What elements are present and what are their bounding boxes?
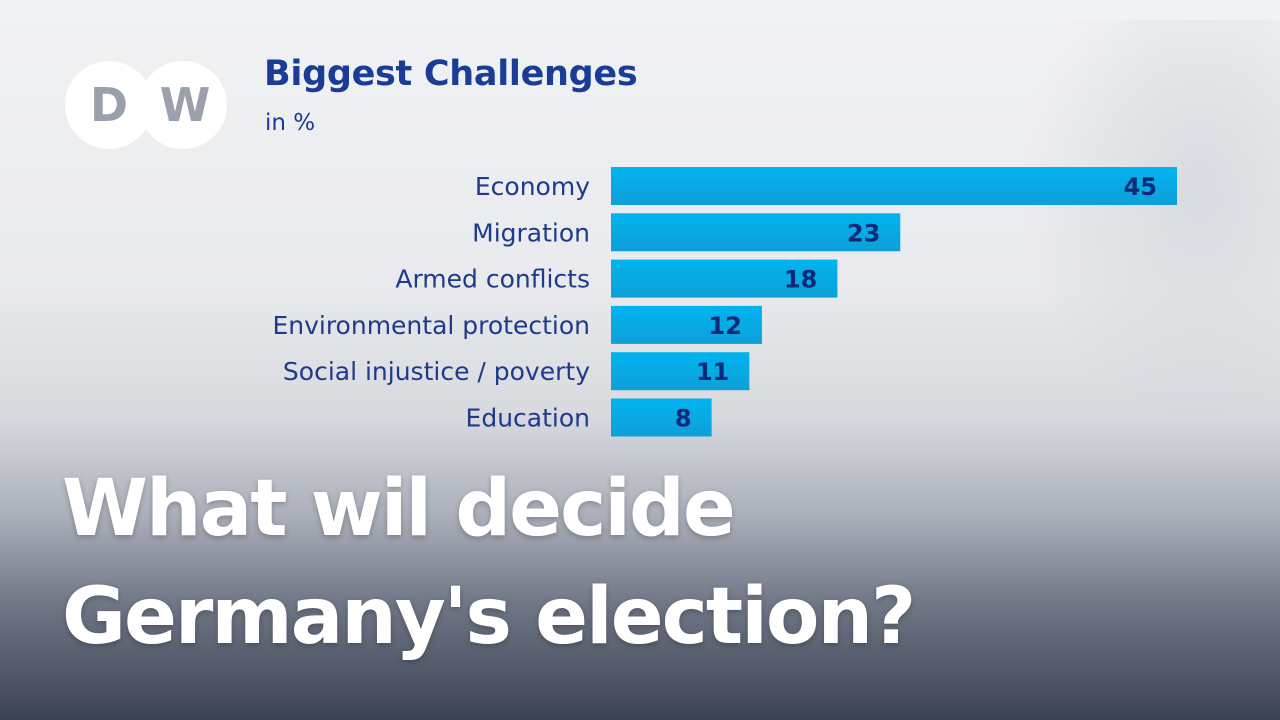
svg-text:W: W — [160, 78, 211, 132]
category-label: Environmental protection — [272, 311, 590, 340]
value-label: 18 — [784, 266, 817, 294]
background-map-texture — [1020, 20, 1280, 440]
value-label: 45 — [1124, 173, 1157, 201]
value-label: 11 — [696, 358, 729, 386]
bar — [611, 213, 901, 252]
chart-title: Biggest Challenges — [264, 54, 638, 94]
chart-subtitle: in % — [265, 110, 316, 136]
category-label: Economy — [475, 172, 590, 201]
bar — [611, 352, 750, 391]
bar — [611, 167, 1177, 205]
headline-line-2: Germany's election? — [62, 572, 916, 662]
value-label: 23 — [847, 219, 880, 247]
svg-text:D: D — [90, 78, 128, 132]
value-label: 8 — [675, 405, 692, 433]
dw-logo: D W — [65, 61, 227, 149]
bar — [611, 398, 712, 437]
bar — [611, 305, 762, 344]
category-label: Education — [466, 404, 590, 433]
headline-line-1: What wil decide — [62, 464, 736, 554]
category-label: Social injustice / poverty — [283, 357, 590, 386]
bar-group: Economy 45 Migration 23 Armed conflicts 18 Env… — [272, 167, 1177, 437]
category-label: Migration — [472, 218, 590, 247]
value-label: 12 — [709, 312, 742, 340]
bar — [611, 259, 838, 298]
bar-chart: Economy 45 Migration 23 Armed conflicts 18 Env… — [272, 167, 1177, 437]
category-label: Armed conflicts — [395, 265, 590, 294]
